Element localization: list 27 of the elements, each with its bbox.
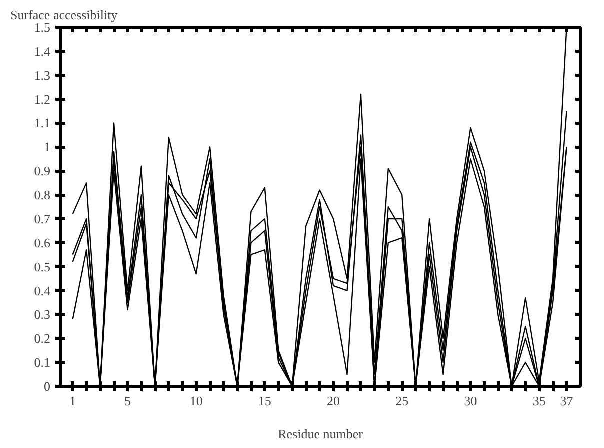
y-tick-label: 0.7 bbox=[34, 211, 51, 226]
y-tick-label: 0.8 bbox=[34, 188, 50, 203]
x-tick-label: 15 bbox=[258, 394, 272, 408]
y-tick-label: 0.5 bbox=[34, 259, 50, 274]
y-tick-label: 1.5 bbox=[34, 20, 50, 35]
y-tick-label: 1.4 bbox=[34, 44, 51, 59]
y-tick-label: 0.6 bbox=[34, 235, 51, 250]
x-tick-label: 10 bbox=[190, 394, 203, 408]
y-tick-label: 0.3 bbox=[34, 307, 50, 322]
chart-title: Surface accessibility bbox=[10, 8, 118, 22]
x-tick-label: 25 bbox=[396, 394, 409, 408]
x-axis-title: Residue number bbox=[278, 426, 364, 442]
x-tick-label: 5 bbox=[124, 394, 131, 408]
y-tick-label: 0.1 bbox=[34, 355, 50, 370]
y-tick-label: 0.9 bbox=[34, 164, 50, 179]
x-tick-label: 37 bbox=[560, 394, 574, 408]
y-tick-label: 0 bbox=[44, 379, 50, 394]
y-tick-label: 1.3 bbox=[34, 68, 50, 83]
y-tick-label: 0.2 bbox=[34, 331, 50, 346]
x-tick-label: 20 bbox=[327, 394, 340, 408]
y-tick-label: 1.2 bbox=[34, 92, 50, 107]
y-tick-label: 1 bbox=[44, 140, 50, 155]
y-tick-label: 0.4 bbox=[34, 283, 51, 298]
x-tick-label: 35 bbox=[532, 394, 546, 408]
x-tick-label: 30 bbox=[464, 394, 478, 408]
y-tick-label: 1.1 bbox=[34, 116, 50, 131]
x-tick-label: 1 bbox=[70, 394, 76, 408]
